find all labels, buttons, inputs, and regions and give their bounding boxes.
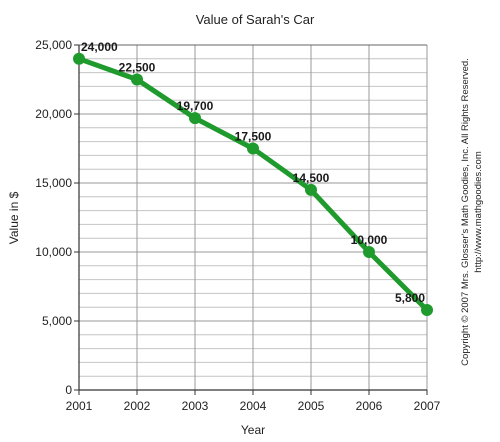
y-tick-label: 20,000 — [35, 107, 72, 121]
copyright-url: http://www.mathgoodies.com — [473, 151, 484, 273]
data-label: 14,500 — [293, 171, 330, 185]
data-label: 19,700 — [177, 99, 214, 113]
data-point — [305, 183, 317, 196]
y-tick-label: 5,000 — [42, 314, 72, 328]
y-tick-label: 25,000 — [35, 38, 72, 52]
x-tick-label: 2006 — [356, 399, 383, 413]
y-tick-label: 0 — [65, 383, 72, 397]
x-tick-label: 2004 — [240, 399, 267, 413]
x-tick-label: 2001 — [66, 399, 93, 413]
axes — [74, 44, 428, 395]
data-point — [421, 303, 433, 316]
data-point — [247, 142, 259, 155]
y-axis-label: Value in $ — [7, 191, 21, 244]
data-label: 22,500 — [119, 61, 156, 75]
x-tick-label: 2005 — [298, 399, 325, 413]
x-axis-label: Year — [241, 423, 265, 437]
y-tick-label: 10,000 — [35, 245, 72, 259]
data-label: 17,500 — [235, 130, 272, 144]
grid — [79, 45, 428, 390]
x-tick-labels: 2001 2002 2003 2004 2005 2006 2007 — [66, 399, 441, 413]
data-point — [73, 52, 85, 65]
data-label: 5,800 — [395, 291, 425, 305]
x-tick-label: 2007 — [414, 399, 441, 413]
data-point — [189, 112, 201, 125]
chart-title: Value of Sarah's Car — [196, 12, 315, 27]
x-tick-label: 2003 — [182, 399, 209, 413]
series-car-value — [73, 52, 433, 316]
y-tick-label: 15,000 — [35, 176, 72, 190]
x-tick-label: 2002 — [124, 399, 151, 413]
data-label: 10,000 — [351, 233, 388, 247]
data-label: 24,000 — [81, 40, 118, 54]
data-point — [131, 73, 143, 86]
y-tick-labels: 0 5,000 10,000 15,000 20,000 25,000 — [35, 38, 72, 397]
data-point — [363, 246, 375, 258]
copyright-line: Copyright © 2007 Mrs. Glosser's Math Goo… — [460, 58, 471, 366]
copyright-notice: Copyright © 2007 Mrs. Glosser's Math Goo… — [460, 58, 484, 366]
